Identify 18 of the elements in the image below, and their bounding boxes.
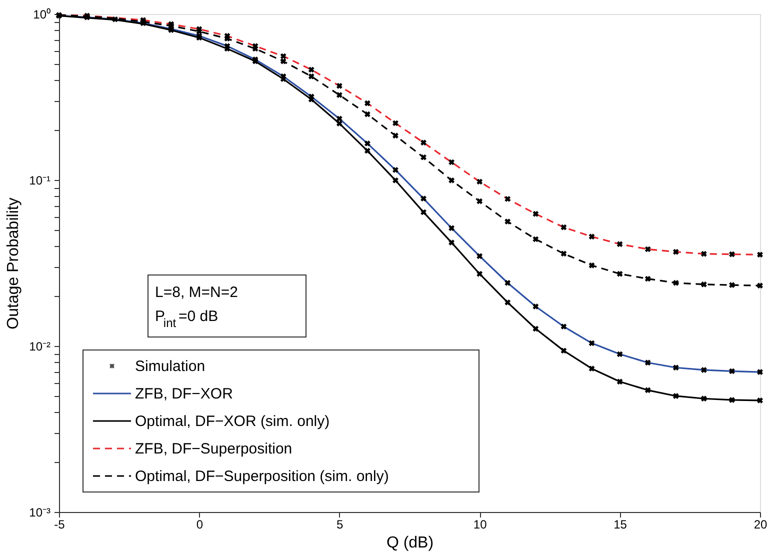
x-tick-label: 5 bbox=[336, 518, 344, 532]
y-tick-label: 10⁻¹ bbox=[29, 174, 51, 188]
y-tick-label: 10⁰ bbox=[33, 8, 50, 22]
x-tick-label: 10 bbox=[473, 518, 488, 532]
x-tick-label: 15 bbox=[614, 518, 628, 532]
y-tick-label: 10⁻³ bbox=[29, 506, 51, 520]
annotation: L=8, M=N=2 bbox=[155, 284, 238, 301]
x-axis-title: Q (dB) bbox=[386, 534, 434, 552]
legend-label: Optimal, DF−Superposition (sim. only) bbox=[135, 468, 389, 485]
legend-label: Optimal, DF−XOR (sim. only) bbox=[135, 413, 330, 430]
legend-label: ZFB, DF−Superposition bbox=[135, 440, 292, 458]
x-tick-label: 0 bbox=[196, 518, 204, 532]
y-tick-label: 10⁻² bbox=[29, 340, 51, 354]
x-tick-label: -5 bbox=[54, 518, 66, 532]
legend-label: ZFB, DF−XOR bbox=[135, 386, 234, 402]
x-tick-label: 20 bbox=[754, 518, 768, 532]
y-axis-title: Outage Probability bbox=[5, 198, 22, 330]
legend-label: Simulation bbox=[135, 358, 206, 375]
